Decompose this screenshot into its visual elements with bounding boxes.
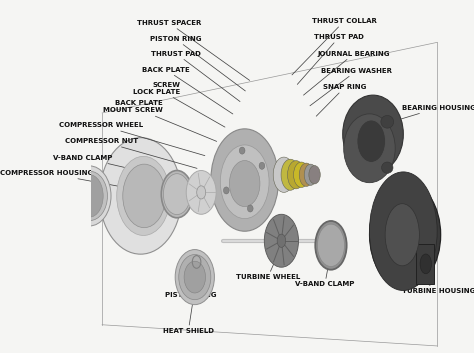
Ellipse shape [184, 261, 206, 293]
Ellipse shape [259, 162, 265, 169]
Ellipse shape [281, 159, 300, 190]
Ellipse shape [357, 120, 385, 162]
Ellipse shape [175, 250, 214, 305]
Text: PISTON RING: PISTON RING [150, 36, 246, 91]
Ellipse shape [179, 255, 211, 300]
Ellipse shape [293, 162, 309, 187]
Ellipse shape [318, 224, 345, 267]
Ellipse shape [287, 161, 305, 189]
Ellipse shape [229, 161, 260, 207]
Ellipse shape [385, 204, 419, 266]
Ellipse shape [123, 164, 165, 228]
Ellipse shape [161, 170, 192, 218]
Text: THRUST PAD: THRUST PAD [151, 51, 240, 102]
Text: COMPRESSOR NUT: COMPRESSOR NUT [64, 138, 197, 168]
Text: V-BAND CLAMP: V-BAND CLAMP [295, 253, 355, 287]
Ellipse shape [309, 166, 320, 184]
Text: THRUST COLLAR: THRUST COLLAR [292, 18, 376, 75]
Text: JOURNAL BEARING: JOURNAL BEARING [303, 51, 390, 95]
Ellipse shape [343, 95, 403, 173]
Text: BACK PLATE: BACK PLATE [142, 67, 233, 114]
Ellipse shape [299, 163, 313, 186]
Ellipse shape [197, 186, 206, 199]
Ellipse shape [68, 166, 111, 226]
Ellipse shape [369, 172, 437, 291]
Ellipse shape [72, 171, 108, 221]
Text: SCREW
LOCK PLATE: SCREW LOCK PLATE [133, 82, 225, 127]
Ellipse shape [186, 170, 216, 214]
Ellipse shape [381, 115, 394, 128]
Text: HEAT SHIELD: HEAT SHIELD [163, 302, 214, 334]
Text: BEARING HOUSING: BEARING HOUSING [385, 105, 474, 124]
Ellipse shape [211, 129, 279, 231]
Ellipse shape [420, 254, 431, 274]
FancyBboxPatch shape [416, 244, 434, 284]
Text: PISTON RING: PISTON RING [165, 267, 216, 298]
Ellipse shape [223, 187, 229, 194]
Text: SNAP RING: SNAP RING [316, 84, 366, 116]
Text: TURBINE HOUSING: TURBINE HOUSING [399, 264, 474, 294]
Ellipse shape [100, 138, 182, 254]
Ellipse shape [117, 156, 170, 235]
Ellipse shape [370, 181, 441, 288]
Text: BEARING WASHER: BEARING WASHER [310, 68, 392, 106]
Ellipse shape [315, 221, 346, 270]
Ellipse shape [382, 162, 393, 173]
Ellipse shape [164, 174, 191, 215]
Text: COMPRESSOR WHEEL: COMPRESSOR WHEEL [59, 122, 205, 156]
Ellipse shape [277, 234, 286, 247]
Ellipse shape [264, 214, 299, 267]
Ellipse shape [344, 114, 395, 183]
Text: COMPRESSOR HOUSING: COMPRESSOR HOUSING [0, 170, 126, 187]
Ellipse shape [247, 205, 253, 212]
Ellipse shape [273, 157, 295, 192]
Text: V-BAND CLAMP: V-BAND CLAMP [54, 155, 177, 180]
Ellipse shape [220, 145, 269, 219]
Ellipse shape [76, 175, 103, 217]
Text: BACK PLATE
MOUNT SCREW: BACK PLATE MOUNT SCREW [103, 101, 217, 142]
Ellipse shape [304, 164, 317, 185]
Text: TURBINE WHEEL: TURBINE WHEEL [236, 245, 300, 280]
Text: THRUST SPACER: THRUST SPACER [137, 20, 250, 80]
Ellipse shape [239, 147, 245, 154]
Text: THRUST PAD: THRUST PAD [297, 34, 364, 84]
